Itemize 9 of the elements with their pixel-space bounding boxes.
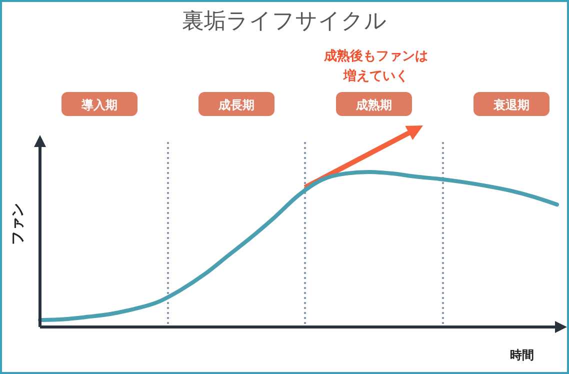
text: 増えていく [342, 68, 409, 84]
text: 導入期 [80, 98, 118, 112]
text: 成長期 [218, 98, 254, 112]
x-axis-title: 時間 [510, 348, 534, 362]
chart-title: 裏垢ライフサイクル [182, 9, 387, 34]
text: 成熟後もファンは [323, 48, 428, 64]
text: 成熟期 [355, 98, 392, 112]
text: 衰退期 [492, 98, 530, 112]
y-axis-title: ファン [10, 203, 26, 245]
